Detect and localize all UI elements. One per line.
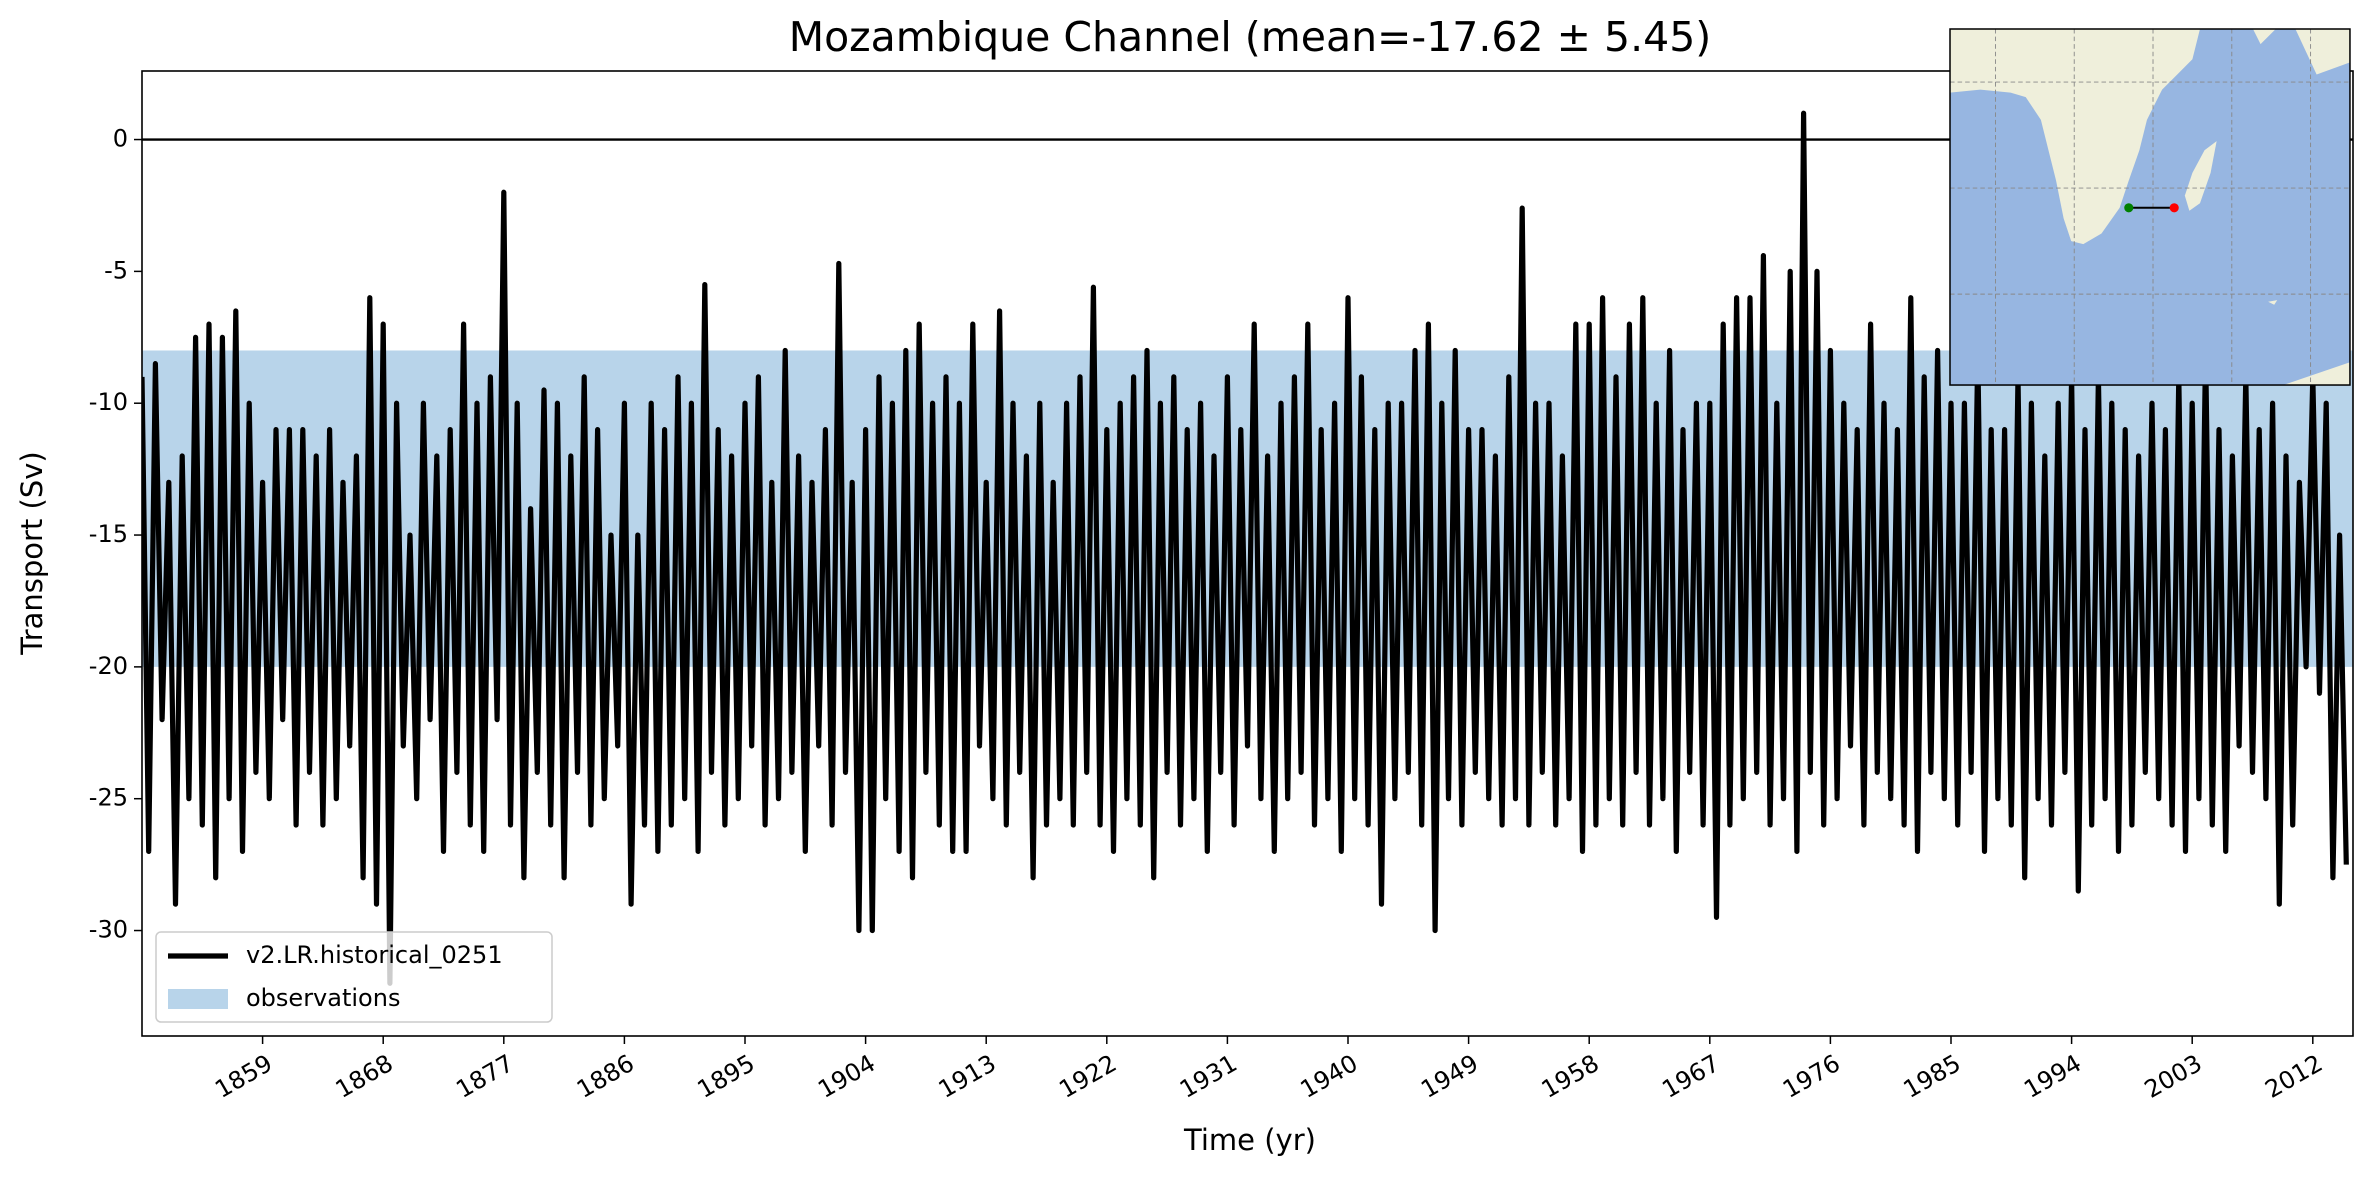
section-start bbox=[2124, 203, 2134, 213]
x-tick-label: 1967 bbox=[1657, 1049, 1724, 1104]
y-tick-label: -5 bbox=[104, 256, 128, 284]
x-tick-label: 1904 bbox=[813, 1049, 880, 1104]
x-tick-label: 1940 bbox=[1296, 1049, 1363, 1104]
legend: v2.LR.historical_0251 observations bbox=[155, 931, 553, 1023]
x-tick-label: 2003 bbox=[2140, 1049, 2207, 1104]
plot-area: -30 -25 -20 -15 -10 -5 0 1859 1868 1877 1886 1895 19… bbox=[89, 110, 2353, 1104]
x-tick-label: 1868 bbox=[331, 1049, 398, 1104]
x-tick-label: 1877 bbox=[451, 1049, 518, 1104]
y-tick-label: -10 bbox=[89, 388, 128, 416]
x-tick-label: 1958 bbox=[1537, 1049, 1604, 1104]
x-tick-label: 1949 bbox=[1416, 1049, 1483, 1104]
x-tick-label: 1931 bbox=[1175, 1049, 1242, 1104]
y-axis-label: Transport (Sv) bbox=[15, 451, 49, 656]
y-tick-label: 0 bbox=[113, 125, 128, 153]
chart-title: Mozambique Channel (mean=-17.62 ± 5.45) bbox=[789, 13, 1712, 61]
x-tick-label: 1859 bbox=[210, 1049, 277, 1104]
legend-frame bbox=[155, 931, 553, 1023]
x-tick-label: 1985 bbox=[1899, 1049, 1966, 1104]
x-axis-label: Time (yr) bbox=[1183, 1123, 1316, 1157]
x-tick-label: 2012 bbox=[2260, 1049, 2327, 1104]
x-tick-label: 1886 bbox=[572, 1049, 639, 1104]
landmass bbox=[2295, 29, 2350, 75]
y-tick-label: -20 bbox=[89, 652, 128, 680]
madagascar bbox=[2184, 141, 2217, 211]
legend-swatch bbox=[168, 989, 228, 1009]
x-tick-label: 1994 bbox=[2019, 1049, 2086, 1104]
map-frame bbox=[1949, 28, 2351, 386]
legend-label: v2.LR.historical_0251 bbox=[246, 941, 503, 969]
y-tick-label: -25 bbox=[89, 784, 128, 812]
legend-label: observations bbox=[246, 984, 400, 1012]
plot-content bbox=[142, 110, 2353, 986]
map-inset bbox=[1949, 28, 2351, 386]
axes-frame bbox=[141, 70, 2354, 1037]
y-tick-label: -15 bbox=[89, 520, 128, 548]
section-end bbox=[2169, 203, 2179, 213]
series-line bbox=[142, 110, 2349, 986]
y-tick-label: -30 bbox=[89, 916, 128, 944]
x-tick-label: 1913 bbox=[934, 1049, 1001, 1104]
africa bbox=[1950, 29, 2200, 245]
x-tick-label: 1922 bbox=[1054, 1049, 1121, 1104]
x-tick-label: 1976 bbox=[1778, 1049, 1845, 1104]
x-tick-label: 1895 bbox=[693, 1049, 760, 1104]
